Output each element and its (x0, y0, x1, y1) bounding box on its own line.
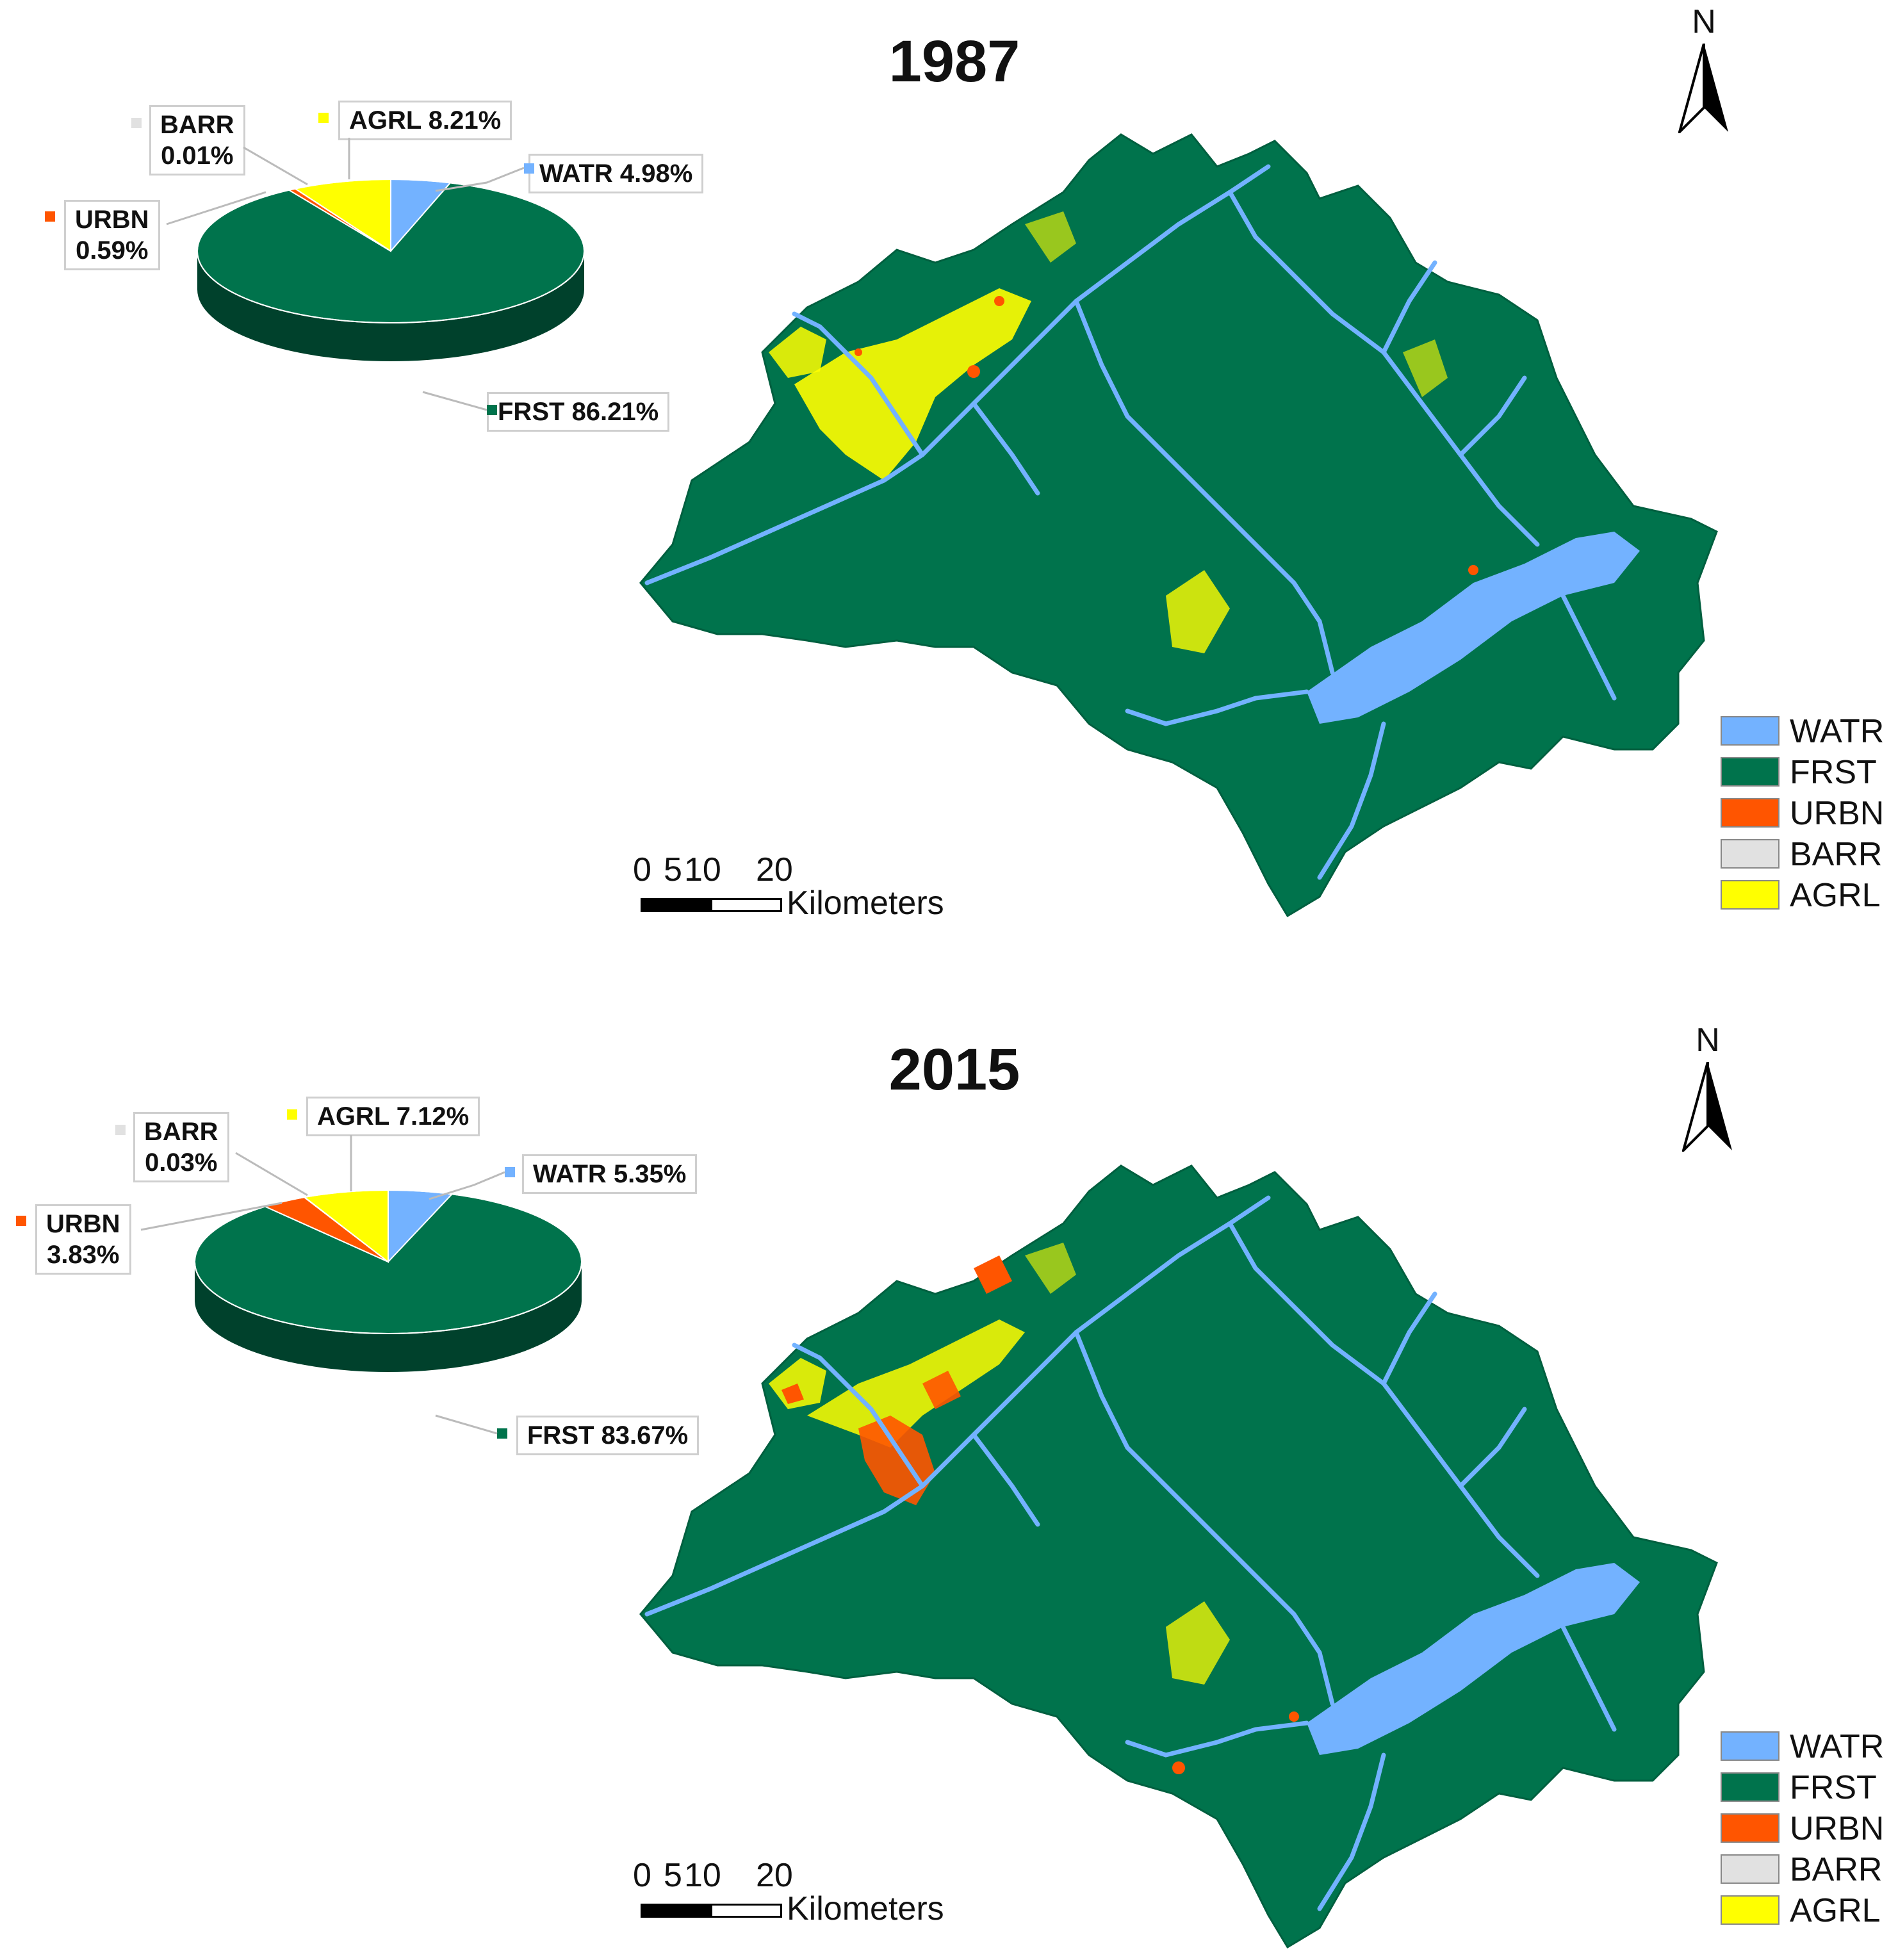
legend-item-frst: FRST (1721, 752, 1898, 793)
land-use-map-2015 (639, 1164, 1718, 1949)
pie-marker-barr (131, 118, 142, 128)
panel-2015: 2015 WATR 5.35% FRST 83.67% URBN 3.83% BARR… (0, 999, 1898, 1960)
pie-label-frst: FRST 83.67% (516, 1416, 699, 1455)
watershed-1987 (639, 133, 1718, 918)
watershed-2015 (639, 1164, 1718, 1949)
scalebar: 0 5 10 20 Kilometers (633, 1857, 944, 1927)
legend-item-barr: BARR (1721, 1849, 1898, 1890)
pie-marker-urbn (45, 211, 55, 222)
scalebar-black-segment (641, 898, 712, 912)
land-use-map-1987 (639, 133, 1718, 918)
pie-side-walls (195, 1262, 582, 1372)
pie-marker-watr (505, 1167, 515, 1177)
pie-chart-2015 (194, 1189, 582, 1372)
pie-label-barr: BARR 0.01% (149, 105, 245, 176)
scalebar-white-segment (710, 1904, 782, 1918)
pie-label-agrl: AGRL 7.12% (306, 1097, 480, 1136)
panel-1987: 1987 WATR 4.98% FRST 86.21% URBN 0.59% BARR… (0, 0, 1898, 961)
pie-marker-watr (524, 163, 534, 174)
north-arrow-icon (1678, 44, 1728, 133)
pie-label-barr: BARR 0.03% (133, 1112, 229, 1182)
pie-rim (197, 179, 585, 323)
pie-chart-1987 (197, 178, 585, 361)
year-title: 1987 (888, 29, 1020, 94)
legend-item-barr: BARR (1721, 834, 1898, 875)
pie-marker-agrl (318, 113, 329, 123)
pie-marker-agrl (287, 1109, 297, 1120)
scalebar: 0 5 10 20 Kilometers (633, 851, 944, 922)
pie-side-frst (197, 251, 584, 361)
pie-marker-frst (487, 405, 497, 415)
pie-label-watr: WATR 5.35% (522, 1154, 698, 1194)
legend-item-watr: WATR (1721, 711, 1898, 752)
pie-leader-lines (166, 138, 525, 411)
legend: WATR FRST URBN BARR AGRL (1721, 1726, 1898, 1931)
legend: WATR FRST URBN BARR AGRL (1721, 711, 1898, 916)
pie-label-agrl: AGRL 8.21% (338, 101, 512, 140)
pie-label-watr: WATR 4.98% (528, 154, 704, 193)
pie-side-walls (197, 251, 584, 361)
pie-label-frst: FRST 86.21% (487, 392, 670, 432)
pie-marker-frst (497, 1428, 507, 1439)
legend-item-urbn: URBN (1721, 1808, 1898, 1849)
pie-label-urbn: URBN 3.83% (35, 1204, 131, 1275)
legend-item-agrl: AGRL (1721, 1890, 1898, 1931)
scalebar-black-segment (641, 1904, 712, 1918)
year-title: 2015 (888, 1037, 1020, 1102)
legend-item-frst: FRST (1721, 1767, 1898, 1808)
north-arrow-icon (1682, 1062, 1732, 1152)
pie-marker-barr (115, 1125, 126, 1135)
pie-leader-lines (140, 1135, 505, 1435)
legend-item-watr: WATR (1721, 1726, 1898, 1767)
pie-side-frst (195, 1262, 582, 1372)
legend-item-urbn: URBN (1721, 793, 1898, 834)
pie-marker-urbn (16, 1216, 26, 1226)
pie-label-urbn: URBN 0.59% (64, 200, 160, 270)
legend-item-agrl: AGRL (1721, 875, 1898, 916)
pie-rim (194, 1189, 582, 1334)
scalebar-white-segment (710, 898, 782, 912)
